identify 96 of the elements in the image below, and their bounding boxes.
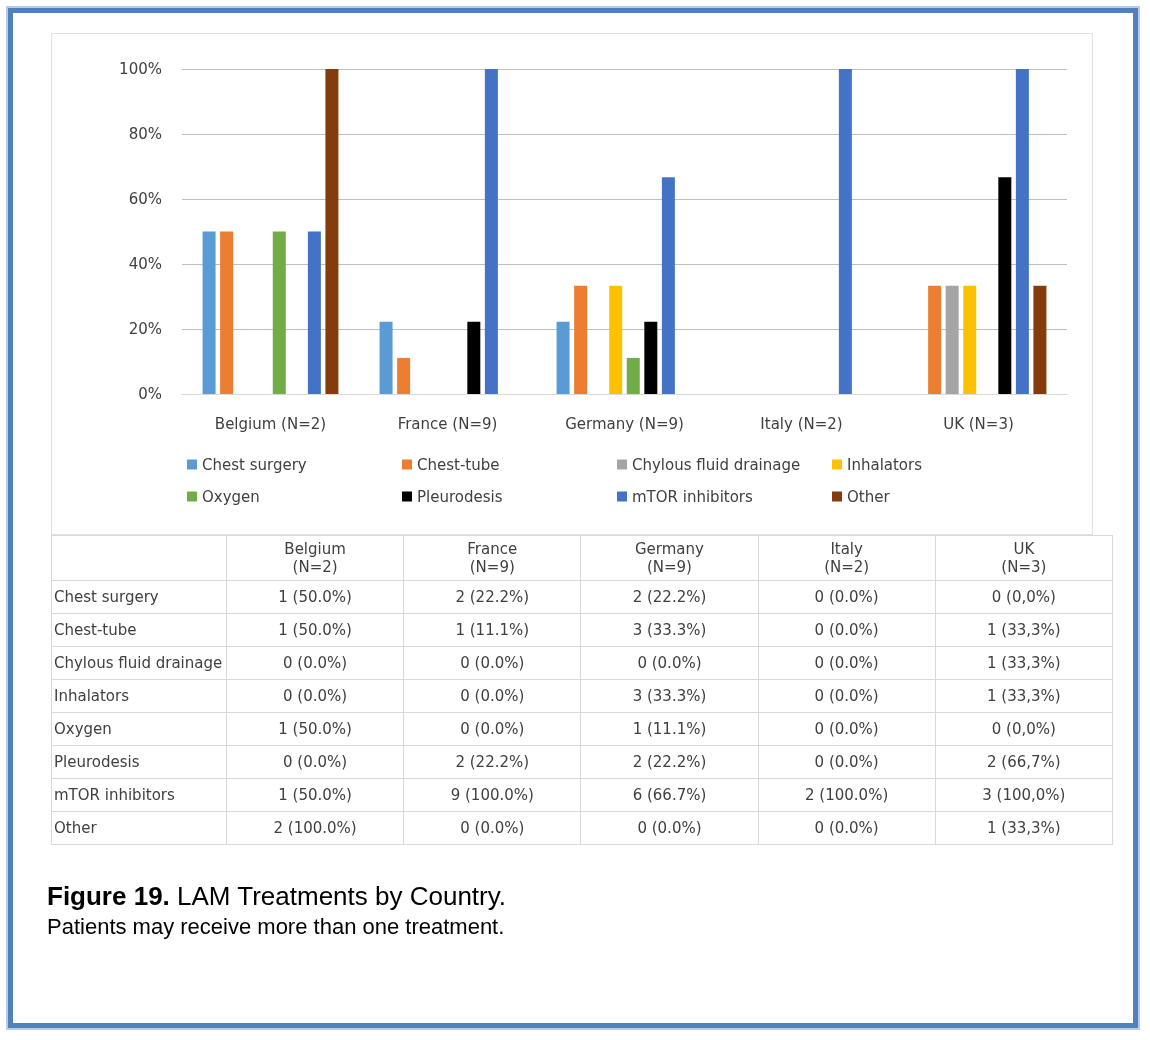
- category-label: Italy (N=2): [824, 540, 870, 576]
- legend-label: Pleurodesis: [417, 487, 503, 506]
- data-label: 0 (0.0%): [226, 679, 404, 713]
- data-label: 2 (66,7%): [935, 745, 1113, 779]
- data-label: 2 (22.2%): [580, 580, 759, 614]
- bar: [325, 69, 339, 394]
- bar: [928, 285, 942, 394]
- bar: [609, 285, 623, 394]
- text: Pleurodesis: [54, 753, 140, 771]
- text: Chest surgery: [54, 588, 159, 606]
- category-label: UK (N=3): [1001, 540, 1047, 576]
- data-label: 0 (0.0%): [403, 712, 581, 746]
- data-label: 3 (100,0%): [935, 778, 1113, 812]
- data-label: 0 (0.0%): [403, 811, 581, 845]
- legend-label: mTOR inhibitors: [632, 487, 754, 506]
- text: mTOR inhibitors: [54, 786, 175, 804]
- bar: [467, 321, 481, 394]
- x-tick-label: Belgium (N=2): [214, 414, 327, 433]
- x-tick-label: France (N=9): [397, 414, 498, 433]
- y-tick-label: 0%: [138, 385, 162, 403]
- data-label: 0 (0.0%): [758, 712, 936, 746]
- data-label: 6 (66.7%): [580, 778, 759, 812]
- data-label: 1 (11.1%): [403, 613, 581, 647]
- data-label: 1 (50.0%): [226, 712, 404, 746]
- data-label: 1 (33,3%): [935, 811, 1113, 845]
- category-label: Belgium (N=2): [284, 540, 346, 576]
- bar: [307, 231, 321, 394]
- bar: [202, 231, 216, 394]
- legend-label: Oxygen: [202, 487, 260, 506]
- y-tick-label: 20%: [128, 320, 162, 338]
- data-label: 0 (0.0%): [758, 613, 936, 647]
- x-tick-label: Italy (N=2): [760, 414, 843, 433]
- bar: [220, 231, 234, 394]
- x-tick-label: Germany (N=9): [565, 414, 684, 433]
- data-label: 3 (33.3%): [580, 679, 759, 713]
- bar: [661, 177, 675, 394]
- data-label: 2 (100.0%): [758, 778, 936, 812]
- data-label: 0 (0.0%): [403, 646, 581, 680]
- data-label: 1 (33,3%): [935, 613, 1113, 647]
- x-tick-label: UK (N=3): [943, 414, 1014, 433]
- bar: [397, 357, 411, 394]
- legend-label: Inhalators: [847, 455, 923, 474]
- category-label: France (N=9): [467, 540, 518, 576]
- data-label: 0 (0,0%): [935, 712, 1113, 746]
- y-tick-label: 40%: [128, 255, 162, 273]
- text: Chest-tube: [54, 621, 137, 639]
- bar: [1015, 69, 1029, 394]
- bar: [574, 285, 588, 394]
- text: Inhalators: [54, 687, 130, 705]
- data-label: 0 (0.0%): [580, 646, 759, 680]
- data-label: 1 (33,3%): [935, 646, 1113, 680]
- data-label: 0 (0.0%): [403, 679, 581, 713]
- bar: [963, 285, 977, 394]
- data-label: 0 (0,0%): [935, 580, 1113, 614]
- text: Oxygen: [54, 720, 112, 738]
- legend-label: Chylous fluid drainage: [632, 455, 801, 474]
- data-label: 1 (50.0%): [226, 613, 404, 647]
- data-label: 1 (50.0%): [226, 778, 404, 812]
- data-label: 3 (33.3%): [580, 613, 759, 647]
- bar: [484, 69, 498, 394]
- bar: [838, 69, 852, 394]
- data-label: 0 (0.0%): [758, 811, 936, 845]
- bar: [272, 231, 286, 394]
- legend-label: Other: [847, 487, 891, 506]
- data-label: 0 (0.0%): [758, 679, 936, 713]
- bar: [998, 177, 1012, 394]
- text: Patients may receive more than one treatment.: [47, 914, 506, 940]
- y-tick-label: 80%: [128, 125, 162, 143]
- data-label: 0 (0.0%): [758, 580, 936, 614]
- bar: [945, 285, 959, 394]
- data-label: 2 (22.2%): [403, 745, 581, 779]
- data-label: 0 (0.0%): [226, 646, 404, 680]
- data-label: 1 (50.0%): [226, 580, 404, 614]
- data-label: 2 (100.0%): [226, 811, 404, 845]
- legend-label: Chest-tube: [417, 455, 500, 474]
- text: Chylous fluid drainage: [54, 654, 223, 672]
- data-label: 2 (22.2%): [580, 745, 759, 779]
- data-label: 9 (100.0%): [403, 778, 581, 812]
- text: Other: [54, 819, 97, 837]
- data-label: 0 (0.0%): [580, 811, 759, 845]
- data-label: 0 (0.0%): [758, 745, 936, 779]
- data-label: 0 (0.0%): [758, 646, 936, 680]
- data-label: 2 (22.2%): [403, 580, 581, 614]
- y-tick-label: 60%: [128, 190, 162, 208]
- bar: [1033, 285, 1047, 394]
- bar: [644, 321, 658, 394]
- bar: [379, 321, 393, 394]
- category-label: Germany (N=9): [634, 540, 704, 576]
- bar: [556, 321, 570, 394]
- data-label: 1 (33,3%): [935, 679, 1113, 713]
- text: Figure 19. LAM Treatments by Country.: [47, 881, 508, 912]
- y-tick-label: 100%: [119, 60, 162, 78]
- legend-label: Chest surgery: [202, 455, 307, 474]
- data-label: 1 (11.1%): [580, 712, 759, 746]
- data-label: 0 (0.0%): [226, 745, 404, 779]
- bar: [626, 357, 640, 394]
